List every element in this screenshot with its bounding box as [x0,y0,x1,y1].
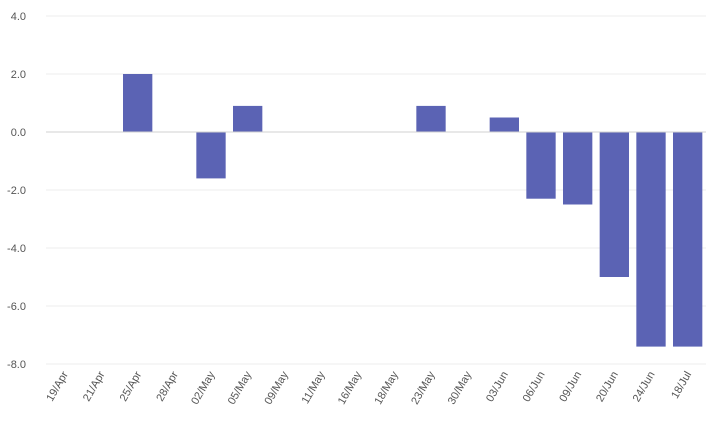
bar [416,105,446,132]
y-tick-label: -6.0 [7,301,26,313]
x-tick-label: 24/Jun [631,370,658,405]
bars [123,74,703,347]
x-tick-label: 30/May [446,369,475,407]
y-tick-label: 2.0 [11,69,26,81]
x-tick-label: 11/May [300,369,328,406]
x-tick-label: 28/Apr [154,369,181,403]
x-tick-label: 06/Jun [521,370,548,405]
bar [233,105,263,132]
bar [673,132,703,347]
x-tick-label: 09/Jun [557,370,584,405]
y-tick-label: -8.0 [7,359,26,371]
x-tick-label: 18/May [373,369,402,407]
x-tick-label: 03/Jun [484,370,511,405]
x-tick-label: 23/May [409,369,438,407]
x-tick-label: 18/Jul [669,370,694,401]
x-tick-label: 19/Apr [44,369,71,403]
x-tick-label: 21/Apr [81,369,108,403]
y-tick-label: -2.0 [7,185,26,197]
x-tick-label: 05/May [226,369,255,407]
x-tick-label: 25/Apr [118,369,145,403]
bar [526,132,556,199]
y-axis-labels: 4.0 2.0 0.0 -2.0 -4.0 -6.0 -8.0 [7,11,26,371]
y-tick-label: -4.0 [7,243,26,255]
bar [123,74,153,132]
bar [196,132,226,179]
y-tick-label: 4.0 [11,11,26,23]
x-axis-labels: 19/Apr 21/Apr 25/Apr 28/Apr 02/May 05/May 09/M… [44,369,694,407]
x-tick-label: 02/May [189,369,218,407]
y-tick-label: 0.0 [11,127,26,139]
x-tick-label: 20/Jun [594,370,621,405]
bar [489,117,519,132]
bar [636,132,666,347]
x-tick-label: 16/May [336,369,365,407]
bar [599,132,629,277]
bar [563,132,593,205]
x-tick-label: 09/May [263,369,292,407]
